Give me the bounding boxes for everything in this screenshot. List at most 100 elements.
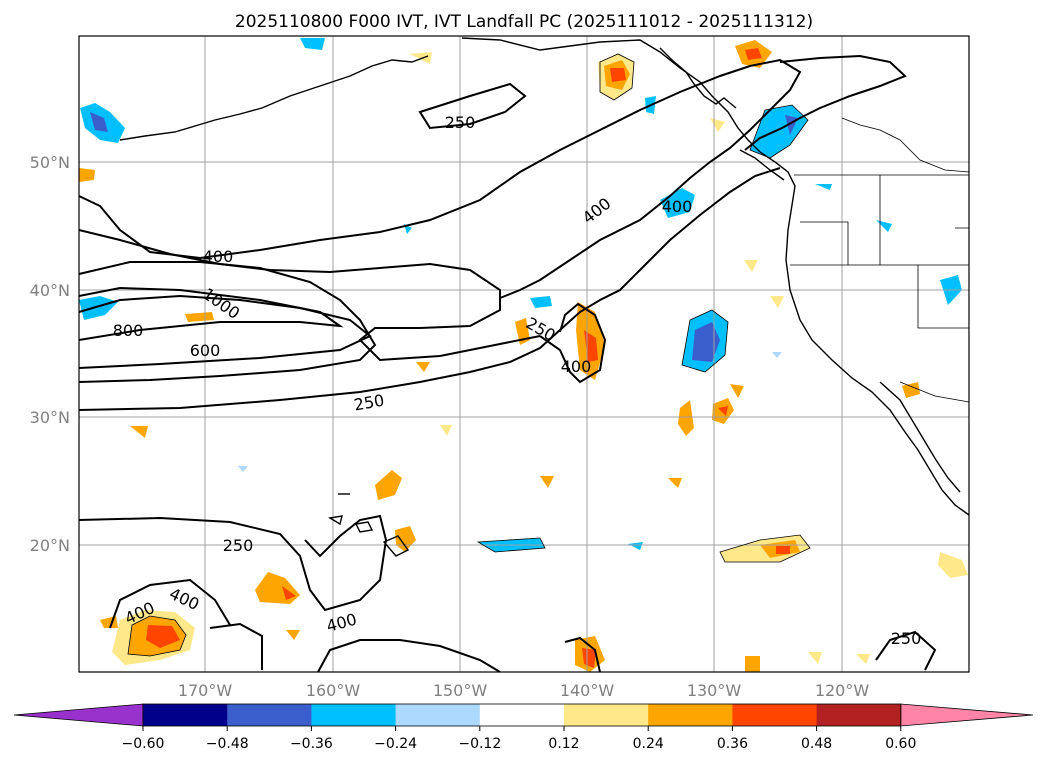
pos-patch — [938, 552, 968, 578]
contour-250-south-west — [78, 514, 388, 612]
graticule — [79, 36, 969, 672]
pos-patch-core — [776, 546, 790, 554]
panhandle-islands — [659, 47, 737, 109]
colorbar-frame — [142, 703, 902, 727]
contour-label: 400 — [662, 197, 693, 216]
colorbar-tick-label: 0.36 — [717, 736, 748, 752]
neg-patch-core — [90, 112, 108, 132]
colorbar-segment — [227, 704, 312, 726]
contour-loop — [564, 636, 601, 673]
hawaii-island — [354, 521, 374, 533]
ivt-contours — [78, 54, 937, 673]
neg-patch — [815, 184, 832, 190]
colorbar-extend-min — [13, 703, 144, 727]
pos-patch — [856, 654, 870, 664]
neg-patch-core — [692, 322, 720, 362]
state-border — [800, 221, 849, 265]
state-border — [880, 264, 969, 329]
coastlines — [119, 37, 970, 557]
pos-patch-core — [146, 625, 180, 648]
negative-pc-patches — [79, 38, 962, 552]
pos-patch — [540, 476, 554, 488]
lon-label-150w: 150°W — [433, 681, 488, 700]
neg-patch — [79, 296, 118, 320]
colorbar-tick-label: 0.24 — [633, 736, 664, 752]
contour-400-north — [78, 58, 802, 299]
neg-patch — [660, 188, 695, 218]
pos-patch — [130, 426, 148, 438]
colorbar-segment — [311, 704, 397, 726]
pos-patch-core — [745, 48, 762, 60]
contour-label: 400 — [203, 247, 234, 266]
lat-label-20n: 20°N — [30, 536, 70, 555]
contour-400-s — [317, 639, 501, 673]
pos-patch-core — [282, 586, 296, 600]
colorbar-tick-label: 0.60 — [885, 736, 916, 752]
lon-label-170w: 170°W — [178, 681, 233, 700]
contour-400-sw — [209, 622, 263, 670]
patch-outline — [681, 309, 729, 373]
us-mexico-border — [899, 381, 970, 403]
contour-250-nw — [418, 82, 527, 130]
contour-400-west — [78, 294, 372, 369]
pos-patch — [730, 384, 744, 398]
pos-patch — [745, 656, 760, 672]
latitude-labels: 50°N 40°N 30°N 20°N — [30, 153, 70, 555]
north-america-coast — [461, 37, 970, 516]
pos-patch — [678, 400, 694, 436]
colorbar-segment — [143, 704, 228, 726]
contour-250-south — [78, 167, 781, 411]
lat-label-30n: 30°N — [30, 408, 70, 427]
neg-patch — [628, 542, 643, 550]
pos-patch — [286, 630, 300, 640]
lat-label-50n: 50°N — [30, 153, 70, 172]
colorbar-tick-label: 0.12 — [548, 736, 579, 752]
colorbar-tick-label: 0.48 — [801, 736, 832, 752]
contour-250-se — [875, 630, 937, 671]
colorbar-segment — [479, 704, 565, 726]
colorbar-tick-label: −0.60 — [122, 736, 165, 752]
patch-outline — [749, 104, 809, 159]
colorbar-segment — [816, 704, 902, 726]
lon-label-130w: 130°W — [687, 681, 742, 700]
colorbar-segment — [564, 704, 649, 726]
pos-patch — [744, 260, 758, 272]
pos-patch — [902, 382, 920, 398]
vancouver-island — [739, 149, 785, 181]
patch-outline — [719, 534, 811, 563]
baja-coast — [879, 381, 961, 493]
contour-250-ne — [744, 54, 907, 151]
contour-400-mid — [539, 302, 607, 384]
contour-label: 250 — [445, 113, 476, 132]
pos-patch — [416, 362, 430, 372]
colorbar-extend-max — [900, 703, 1034, 727]
pos-patch — [185, 312, 214, 322]
map-background — [79, 36, 969, 672]
pos-patch — [375, 470, 402, 500]
contour-label: 250 — [891, 629, 922, 648]
contour-800 — [78, 261, 377, 383]
map-area: 250 400 400 400 1000 800 600 250 400 250… — [78, 35, 970, 673]
contour-label: 800 — [113, 321, 144, 340]
neg-patch — [530, 296, 552, 308]
longitude-labels: 170°W 160°W 150°W 140°W 130°W 120°W — [178, 681, 870, 700]
hawaii-island — [328, 515, 343, 526]
contour-1000 — [78, 229, 541, 362]
lon-label-120w: 120°W — [815, 681, 870, 700]
province-border — [841, 117, 970, 173]
neg-patch — [772, 352, 782, 358]
lon-label-140w: 140°W — [560, 681, 615, 700]
colorbar-segment — [395, 704, 481, 726]
colorbar: −0.60 −0.48 −0.36 −0.24 −0.12 0.12 0.24 0.36 0.4… — [13, 703, 1034, 752]
colorbar-tick-label: −0.12 — [458, 736, 501, 752]
pos-patch-core — [610, 68, 626, 82]
hawaii-island — [382, 535, 410, 557]
pos-patch — [770, 296, 784, 308]
pos-patch — [440, 425, 452, 436]
aleutian-coast — [119, 55, 429, 141]
colorbar-ticks: −0.60 −0.48 −0.36 −0.24 −0.12 0.12 0.24 0.36 0.4… — [122, 726, 916, 752]
map-title: 2025110800 F000 IVT, IVT Landfall PC (20… — [235, 12, 813, 32]
lat-label-40n: 40°N — [30, 281, 70, 300]
patch-outline — [599, 53, 635, 101]
